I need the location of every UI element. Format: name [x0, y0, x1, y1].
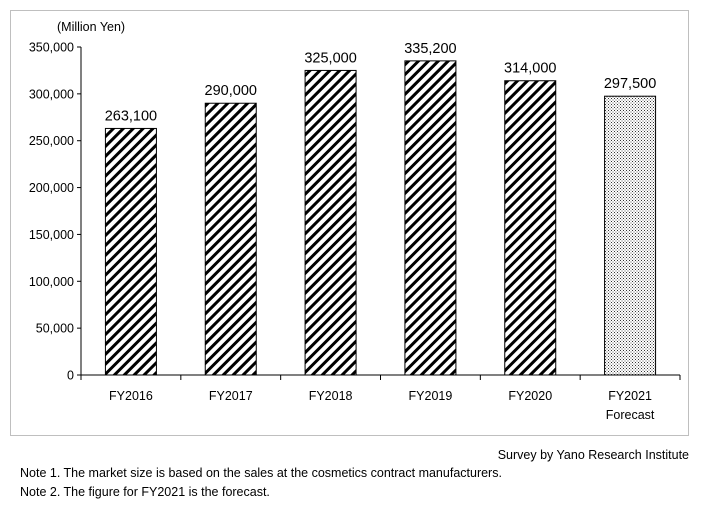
data-label: 290,000	[205, 83, 257, 99]
x-tick-label: FY2017	[209, 389, 253, 403]
data-label: 335,200	[404, 41, 456, 57]
x-tick-label: FY2020	[508, 389, 552, 403]
y-tick-label: 100,000	[29, 275, 74, 289]
data-label: 297,500	[604, 76, 656, 92]
note-2: Note 2. The figure for FY2021 is the for…	[20, 485, 270, 499]
x-tick-label: FY2019	[409, 389, 453, 403]
source-note: Survey by Yano Research Institute	[497, 448, 689, 462]
data-label: 263,100	[105, 108, 157, 124]
note-1: Note 1. The market size is based on the …	[20, 466, 502, 480]
x-tick-label: FY2018	[309, 389, 353, 403]
bar	[304, 69, 357, 376]
bar	[504, 80, 557, 376]
y-tick-label: 350,000	[29, 41, 74, 55]
x-tick-label: FY2016	[109, 389, 153, 403]
x-tick-label: FY2021	[608, 389, 652, 403]
data-label: 325,000	[304, 50, 356, 66]
y-tick-label: 200,000	[29, 181, 74, 195]
y-tick-label: 50,000	[36, 322, 74, 336]
y-tick-label: 250,000	[29, 134, 74, 148]
bar	[104, 127, 157, 376]
y-axis-unit-label: (Million Yen)	[57, 20, 125, 34]
y-tick-label: 150,000	[29, 228, 74, 242]
plot-area: 0 50,000 100,000 150,000 200,000 250,000 300,0…	[29, 41, 681, 422]
y-tick-label: 300,000	[29, 87, 74, 101]
bar	[604, 95, 657, 376]
bar	[204, 102, 257, 376]
bar-chart: (Million Yen) 0 50,000 100,000 150,000 200,0…	[29, 20, 681, 422]
x-tick-sublabel: Forecast	[606, 408, 655, 422]
bar	[404, 60, 457, 376]
chart-frame: (Million Yen) 0 50,000 100,000 150,000 200,0…	[10, 10, 689, 436]
data-label: 314,000	[504, 61, 556, 77]
y-tick-label: 0	[67, 369, 74, 383]
